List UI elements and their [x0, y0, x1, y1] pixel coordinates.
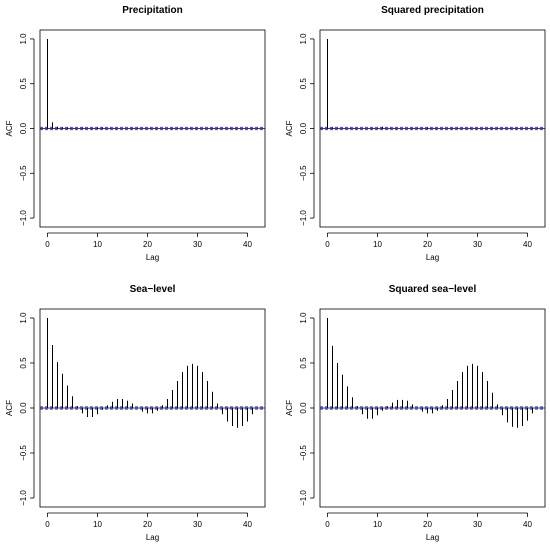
x-tick-label: 0 — [325, 520, 330, 529]
y-tick-label: −1.0 — [19, 490, 28, 506]
acf-panel: Precipitation 0 10 20 30 40 Lag −1.0 −0.5 0.0 0.5 1… — [5, 5, 266, 262]
acf-panel: Sea−level 0 10 20 30 40 Lag −1.0 −0.5 0.0 0.5 1.0 AC… — [5, 284, 266, 542]
x-axis-label: Lag — [146, 253, 159, 262]
x-axis-label: Lag — [426, 533, 439, 542]
x-axis-label: Lag — [146, 533, 159, 542]
y-tick-label: 1.0 — [299, 312, 308, 324]
chart-title: Squared precipitation — [381, 5, 484, 16]
chart-title: Sea−level — [130, 284, 176, 295]
x-tick-label: 0 — [45, 520, 50, 529]
y-axis-label: ACF — [285, 120, 294, 136]
y-tick-label: 0.5 — [299, 78, 308, 90]
acf-panel: Squared sea−level 0 10 20 30 40 Lag −1.0 −0.5 0.0… — [285, 284, 546, 542]
y-tick-label: 0.0 — [299, 122, 308, 134]
y-tick-label: −1.0 — [299, 490, 308, 506]
y-tick-label: 0.0 — [19, 122, 28, 134]
x-tick-label: 30 — [473, 520, 482, 529]
x-tick-label: 20 — [423, 240, 432, 249]
x-tick-label: 10 — [373, 520, 382, 529]
x-tick-label: 10 — [93, 240, 102, 249]
y-tick-label: 0.0 — [299, 402, 308, 414]
y-tick-label: −0.5 — [19, 445, 28, 461]
y-tick-label: −0.5 — [299, 445, 308, 461]
y-tick-label: 0.5 — [299, 357, 308, 369]
x-tick-label: 40 — [243, 240, 252, 249]
x-tick-label: 30 — [193, 240, 202, 249]
x-tick-label: 0 — [325, 240, 330, 249]
y-axis-label: ACF — [5, 400, 14, 416]
y-tick-label: 0.5 — [19, 357, 28, 369]
x-tick-label: 40 — [523, 240, 532, 249]
y-axis-label: ACF — [5, 120, 14, 136]
chart-title: Squared sea−level — [389, 284, 477, 295]
y-tick-label: 0.5 — [19, 78, 28, 90]
y-tick-label: −1.0 — [299, 210, 308, 226]
y-tick-label: −0.5 — [299, 165, 308, 181]
x-tick-label: 20 — [143, 240, 152, 249]
y-tick-label: −1.0 — [19, 210, 28, 226]
x-tick-label: 40 — [523, 520, 532, 529]
y-axis-label: ACF — [285, 400, 294, 416]
y-tick-label: 1.0 — [19, 312, 28, 324]
y-tick-label: 0.0 — [19, 402, 28, 414]
chart-title: Precipitation — [122, 5, 183, 16]
y-tick-label: 1.0 — [19, 33, 28, 45]
x-axis-label: Lag — [426, 253, 439, 262]
x-tick-label: 20 — [143, 520, 152, 529]
acf-panel: Squared precipitation 0 10 20 30 40 Lag −1.0 −0.… — [285, 5, 546, 262]
x-tick-label: 20 — [423, 520, 432, 529]
y-tick-label: −0.5 — [19, 165, 28, 181]
x-tick-label: 40 — [243, 520, 252, 529]
x-tick-label: 0 — [45, 240, 50, 249]
y-tick-label: 1.0 — [299, 33, 308, 45]
x-tick-label: 10 — [373, 240, 382, 249]
x-tick-label: 10 — [93, 520, 102, 529]
x-tick-label: 30 — [193, 520, 202, 529]
x-tick-label: 30 — [473, 240, 482, 249]
